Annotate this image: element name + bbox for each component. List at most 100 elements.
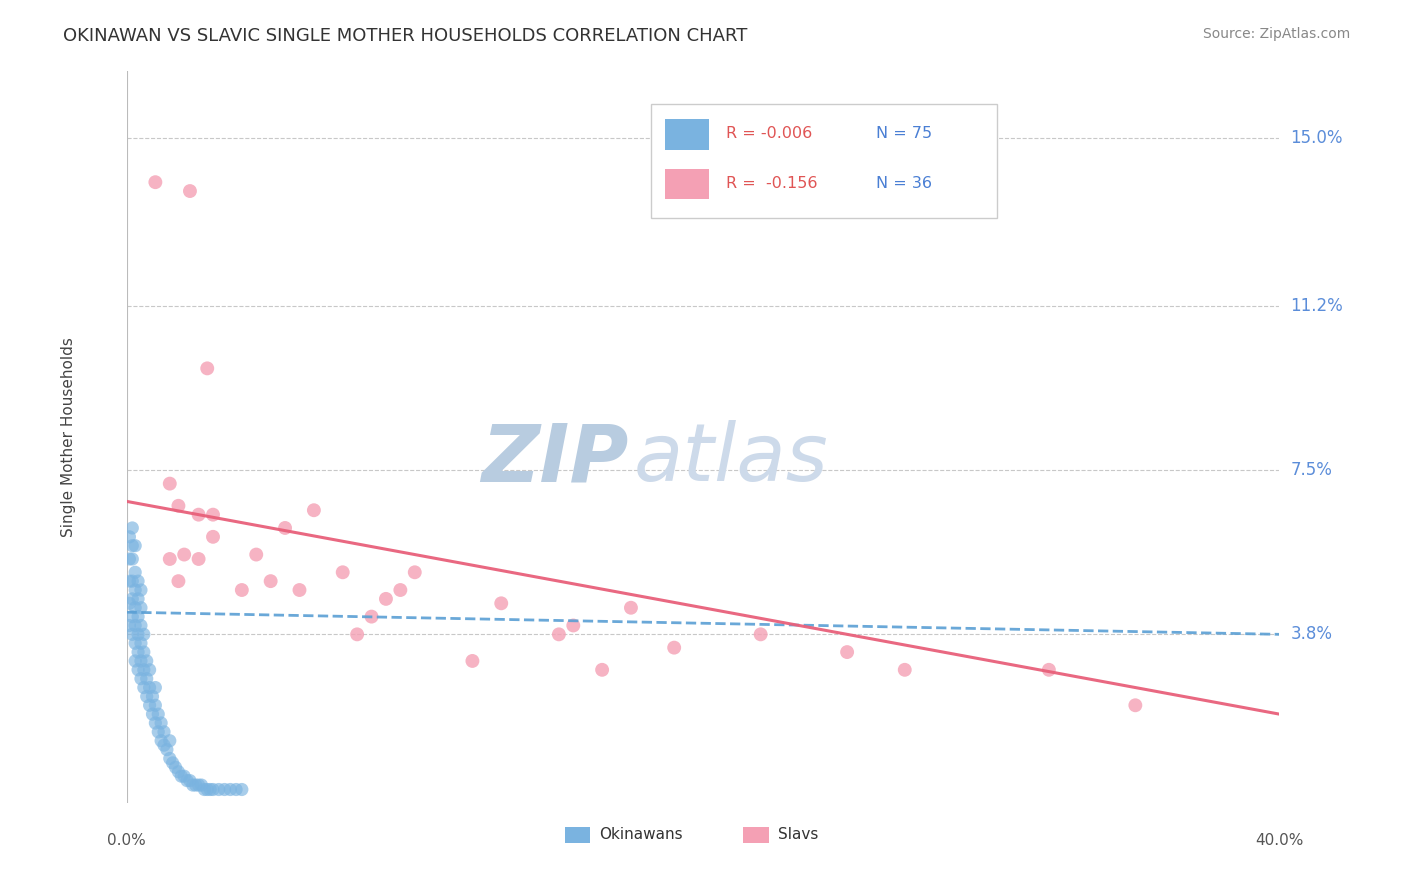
Point [129,672,152,686]
Point [148,724,170,739]
FancyBboxPatch shape [651,104,997,218]
Point [894,663,917,677]
Text: R = -0.006: R = -0.006 [725,126,813,141]
Point [145,681,166,695]
Point [181,778,204,792]
Text: 3.8%: 3.8% [1291,625,1333,643]
Point [664,640,686,655]
Point [148,707,170,722]
Point [118,618,141,632]
Point [176,773,198,788]
Point [360,609,382,624]
Text: 11.2%: 11.2% [1291,297,1343,315]
Point [121,591,143,606]
Point [179,773,201,788]
Point [173,548,195,562]
Point [167,574,190,589]
Point [184,778,207,792]
Point [138,698,160,713]
Point [121,539,143,553]
Point [156,742,179,756]
Point [195,361,218,376]
Point [404,566,426,580]
Text: 7.5%: 7.5% [1291,461,1333,479]
Point [159,751,181,765]
Point [187,552,209,566]
Point [118,530,141,544]
Point [167,499,190,513]
Text: OKINAWAN VS SLAVIC SINGLE MOTHER HOUSEHOLDS CORRELATION CHART: OKINAWAN VS SLAVIC SINGLE MOTHER HOUSEHO… [63,27,748,45]
Point [124,566,146,580]
Point [231,582,253,597]
Point [835,645,858,659]
Point [208,782,231,797]
Point [195,782,218,797]
Point [461,654,484,668]
Point [129,600,152,615]
Point [159,733,181,747]
Point [274,521,297,535]
Point [121,574,143,589]
Point [118,574,141,589]
Text: N = 36: N = 36 [876,176,932,191]
Text: R =  -0.156: R = -0.156 [725,176,817,191]
Point [591,663,613,677]
Point [1038,663,1060,677]
Point [118,596,141,610]
Point [121,521,143,535]
Point [167,764,190,779]
Text: N = 75: N = 75 [876,126,932,141]
Point [138,663,160,677]
Point [129,582,152,597]
Text: atlas: atlas [634,420,828,498]
Point [159,476,181,491]
FancyBboxPatch shape [665,169,709,200]
Point [141,690,163,704]
Point [231,782,253,797]
Point [132,663,155,677]
Point [121,627,143,641]
Point [150,733,173,747]
Point [121,609,143,624]
Point [620,600,643,615]
Point [124,600,146,615]
Text: ZIP: ZIP [481,420,628,498]
Point [159,552,181,566]
Point [129,654,152,668]
Point [150,716,173,731]
Text: 0.0%: 0.0% [107,833,146,848]
Text: Single Mother Households: Single Mother Households [62,337,76,537]
Point [749,627,772,641]
Point [129,636,152,650]
Point [124,654,146,668]
Point [332,566,354,580]
Text: 15.0%: 15.0% [1291,128,1343,147]
Point [219,782,242,797]
Point [129,618,152,632]
Point [124,582,146,597]
Point [135,690,157,704]
Point [288,582,311,597]
Point [187,508,209,522]
Point [124,636,146,650]
Point [346,627,368,641]
FancyBboxPatch shape [744,827,769,843]
Point [202,530,225,544]
Point [162,756,184,770]
Point [124,618,146,632]
Point [173,769,195,783]
Point [193,782,215,797]
Point [190,778,212,792]
Point [153,738,176,752]
Point [491,596,513,610]
Point [198,782,221,797]
Point [562,618,585,632]
Text: Okinawans: Okinawans [599,828,683,842]
Point [138,681,160,695]
Point [135,672,157,686]
Point [141,707,163,722]
Point [124,539,146,553]
Point [145,175,166,189]
Point [145,716,166,731]
Point [179,184,201,198]
